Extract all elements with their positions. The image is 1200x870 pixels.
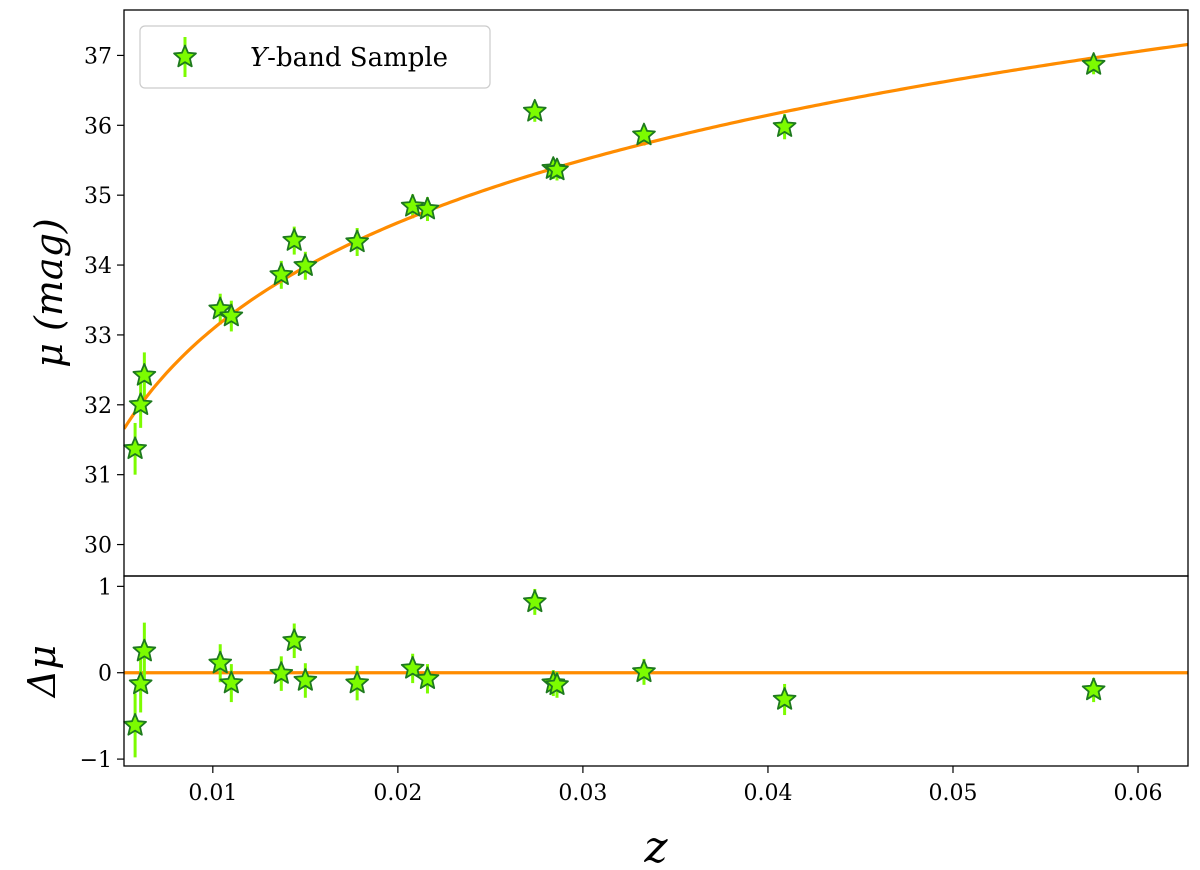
legend-label: Y-band Sample xyxy=(250,43,448,73)
bottom-y-tick-label-0: −1 xyxy=(80,748,112,773)
top-errorbars xyxy=(133,54,1096,475)
x-axis-label: z xyxy=(643,822,668,870)
bottom-data-point-11 xyxy=(522,589,547,613)
bottom-data-point-6 xyxy=(282,628,307,651)
top-data-point-10 xyxy=(415,196,440,220)
top-data-point-11 xyxy=(522,98,547,122)
top-y-tick-label-0: 30 xyxy=(84,534,112,559)
legend: Y-band Sample xyxy=(139,25,491,89)
x-tick-label-5: 0.06 xyxy=(1114,781,1163,806)
top-y-tick-label-5: 35 xyxy=(84,184,112,209)
x-tick-label-1: 0.02 xyxy=(373,781,422,806)
legend-marker xyxy=(173,37,197,77)
top-data-point-15 xyxy=(772,114,797,137)
x-tick-label-2: 0.03 xyxy=(558,781,607,806)
legend-star xyxy=(173,44,197,68)
legend-label-italic: Y xyxy=(250,43,270,73)
bottom-markers xyxy=(123,589,1106,736)
bottom-data-point-2 xyxy=(132,638,157,662)
top-data-point-0 xyxy=(123,436,147,460)
bottom-data-point-14 xyxy=(632,659,656,683)
bottom-data-point-7 xyxy=(293,668,318,691)
bottom-y-axis-label: Δμ xyxy=(20,645,64,699)
x-tick-label-0: 0.01 xyxy=(188,781,237,806)
bottom-data-point-9 xyxy=(400,656,425,679)
top-y-tick-label-1: 31 xyxy=(84,464,112,489)
top-panel-frame xyxy=(123,9,1189,577)
top-data-point-2 xyxy=(132,363,157,386)
top-y-tick-label-7: 37 xyxy=(84,44,112,69)
x-tick-label-4: 0.05 xyxy=(929,781,978,806)
bottom-y-ticks: −1 0 1 xyxy=(80,575,124,773)
x-tick-label-3: 0.04 xyxy=(743,781,792,806)
bottom-data-point-3 xyxy=(208,650,233,674)
top-y-tick-label-3: 33 xyxy=(84,324,112,349)
bottom-data-point-5 xyxy=(269,661,294,684)
top-data-point-5 xyxy=(269,262,294,286)
top-data-point-7 xyxy=(293,253,318,276)
top-y-tick-label-2: 32 xyxy=(84,394,112,419)
legend-label-rest: -band Sample xyxy=(267,43,448,73)
top-panel: 30 31 32 33 34 35 36 37 μ (mag) Y-band Sample xyxy=(27,9,1189,577)
bottom-data-point-4 xyxy=(219,670,244,694)
bottom-y-tick-label-2: 1 xyxy=(98,575,112,600)
top-y-tick-label-4: 34 xyxy=(84,254,112,279)
top-data-point-9 xyxy=(400,193,425,217)
top-data-point-16 xyxy=(1081,52,1106,75)
bottom-data-point-13 xyxy=(545,672,569,696)
bottom-panel: −1 0 1 Δμ xyxy=(20,575,1189,773)
bottom-data-point-8 xyxy=(345,670,369,694)
top-y-ticks: 30 31 32 33 34 35 36 37 xyxy=(84,44,124,559)
top-data-point-13 xyxy=(545,157,569,181)
bottom-data-point-15 xyxy=(772,687,797,710)
top-data-point-4 xyxy=(219,303,244,327)
top-y-axis-label: μ (mag) xyxy=(27,218,71,367)
x-ticks: 0.01 0.02 0.03 0.04 0.05 0.06 xyxy=(188,766,1163,806)
top-data-point-6 xyxy=(282,228,307,251)
top-data-point-8 xyxy=(345,229,369,253)
top-y-tick-label-6: 36 xyxy=(84,114,112,139)
bottom-data-point-1 xyxy=(128,671,153,695)
top-markers xyxy=(123,52,1106,460)
bottom-y-tick-label-1: 0 xyxy=(98,662,112,687)
bottom-data-point-10 xyxy=(415,666,440,689)
legend-box xyxy=(139,25,491,89)
bottom-data-point-0 xyxy=(123,713,147,736)
top-data-point-14 xyxy=(632,122,656,146)
bottom-panel-frame xyxy=(123,575,1189,767)
top-data-point-1 xyxy=(128,392,153,416)
bottom-data-point-16 xyxy=(1081,677,1106,701)
